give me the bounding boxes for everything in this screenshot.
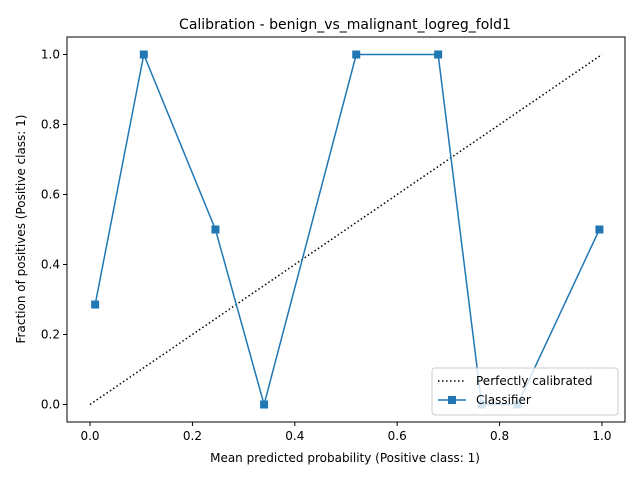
legend: Perfectly calibrated Classifier xyxy=(431,367,619,416)
x-axis: 0.0 0.2 0.4 0.6 0.8 1.0 xyxy=(80,422,612,443)
y-tick-label: 1.0 xyxy=(41,48,60,62)
legend-label-perfect: Perfectly calibrated xyxy=(476,374,593,388)
chart-title: Calibration - benign_vs_malignant_logreg… xyxy=(179,17,511,33)
x-axis-title: Mean predicted probability (Positive cla… xyxy=(210,451,480,465)
x-tick-label: 1.0 xyxy=(592,429,611,443)
y-tick-label: 0.8 xyxy=(41,118,60,132)
classifier-point xyxy=(595,225,604,234)
y-tick-label: 0.0 xyxy=(41,398,60,412)
y-axis-title: Fraction of positives (Positive class: 1… xyxy=(14,115,28,344)
x-tick-label: 0.8 xyxy=(490,429,509,443)
classifier-point xyxy=(260,400,269,409)
y-tick-label: 0.6 xyxy=(41,188,60,202)
y-tick-label: 0.4 xyxy=(41,258,60,272)
x-tick-label: 0.0 xyxy=(80,429,99,443)
classifier-point xyxy=(352,50,361,59)
classifier-point xyxy=(211,225,220,234)
plot-frame xyxy=(66,36,626,423)
y-axis: 0.0 0.2 0.4 0.6 0.8 1.0 xyxy=(41,48,67,412)
x-tick-label: 0.4 xyxy=(285,429,304,443)
x-tick-label: 0.2 xyxy=(183,429,202,443)
classifier-point xyxy=(91,300,100,309)
classifier-point xyxy=(434,50,443,59)
legend-marker-classifier xyxy=(448,396,456,404)
classifier-point xyxy=(139,50,148,59)
y-tick-label: 0.2 xyxy=(41,328,60,342)
perfectly-calibrated-line xyxy=(89,53,603,406)
x-tick-label: 0.6 xyxy=(388,429,407,443)
legend-box xyxy=(431,367,619,416)
legend-label-classifier: Classifier xyxy=(476,393,531,407)
